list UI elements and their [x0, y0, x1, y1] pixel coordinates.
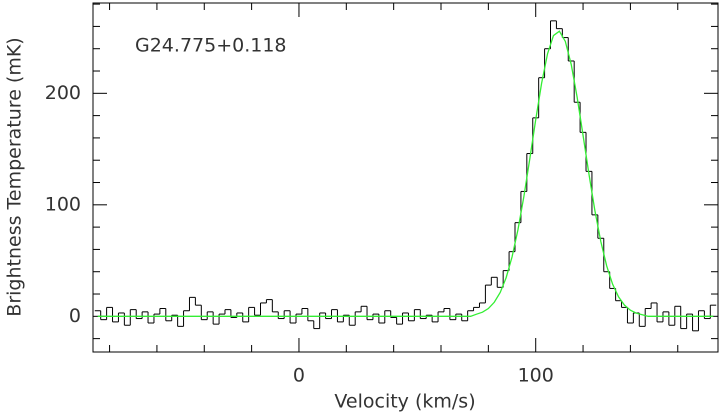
x-axis-label: Velocity (km/s): [334, 391, 475, 413]
plot-frame: [92, 2, 719, 353]
x-tick-label: 0: [293, 365, 305, 387]
y-tick-label: 100: [45, 193, 81, 215]
annotation: G24.775+0.118: [135, 35, 287, 57]
y-tick-label: 200: [45, 82, 81, 104]
x-tick-label: 100: [518, 365, 554, 387]
y-tick-label: 0: [69, 305, 81, 327]
fit-line: [97, 30, 714, 317]
y-axis-label: Brightness Temperature (mK): [4, 37, 26, 316]
